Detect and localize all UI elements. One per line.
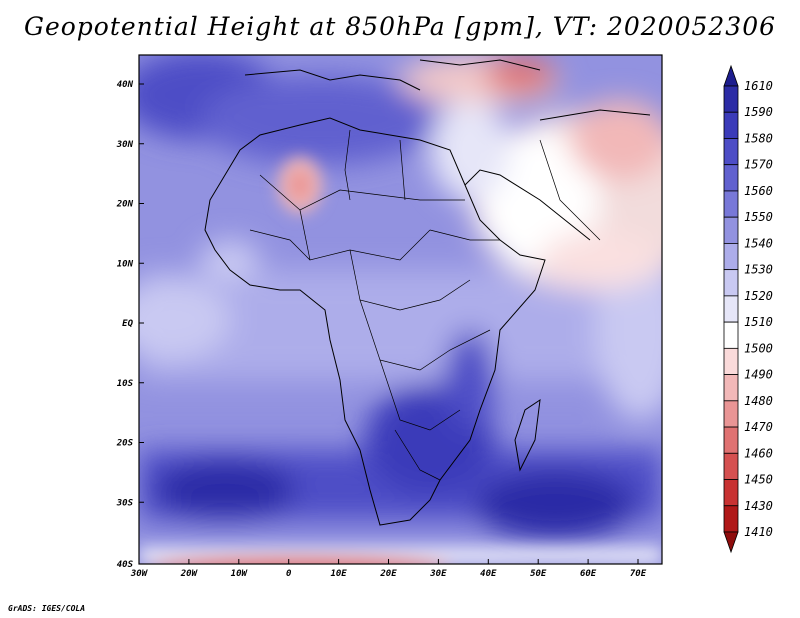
map-frame [138, 54, 663, 565]
colorbar-label: 1410 [744, 525, 773, 539]
colorbar-swatch [723, 269, 739, 297]
lat-label: 30N [116, 140, 134, 150]
lat-label: 40N [117, 80, 134, 90]
colorbar-label: 1460 [744, 446, 773, 460]
lon-label: 30W [130, 569, 149, 579]
colorbar-swatch [723, 164, 739, 192]
lat-label: 20S [116, 439, 134, 449]
lon-label: 50E [530, 569, 547, 579]
colorbar-label: 1540 [744, 236, 773, 250]
longitude-axis: 30W 20W 10W 0 10E 20E 30E 40E 50E 60E 70E [130, 559, 647, 579]
colorbar-label: 1580 [744, 131, 773, 145]
colorbar-swatch [723, 452, 739, 480]
colorbar-label: 1560 [744, 184, 773, 198]
lon-label: 20W [180, 569, 199, 579]
colorbar-swatch [723, 400, 739, 428]
colorbar-swatch [723, 190, 739, 218]
africa-coastline [204, 59, 651, 526]
lon-label: 0 [286, 569, 292, 579]
colorbar: 1610 1590 1580 1570 1560 1550 1540 1530 1520 1510… [723, 64, 773, 554]
colorbar-label: 1490 [744, 368, 773, 382]
map-title: Geopotential Height at 850hPa [gpm], VT:… [23, 12, 777, 41]
lon-label: 10W [231, 569, 249, 579]
colorbar-swatch [723, 321, 739, 349]
lat-label: 40S [117, 560, 134, 570]
colorbar-swatch [723, 347, 739, 375]
lat-label: 10S [117, 379, 134, 389]
colorbar-label: 1480 [744, 394, 773, 408]
colorbar-swatch [723, 243, 739, 271]
colorbar-label: 1450 [744, 473, 773, 487]
colorbar-label: 1500 [744, 341, 773, 355]
lon-label: 30E [429, 569, 447, 579]
lat-label: 20N [116, 200, 134, 210]
colorbar-swatch [723, 505, 739, 533]
lon-label: 60E [580, 569, 597, 579]
colorbar-label: 1430 [744, 499, 773, 513]
colorbar-label: 1520 [744, 289, 773, 303]
colorbar-swatch [723, 216, 739, 244]
colorbar-swatch [723, 64, 739, 87]
colorbar-swatch [723, 111, 739, 139]
colorbar-label: 1530 [744, 263, 773, 277]
colorbar-swatch [723, 374, 739, 402]
colorbar-label: 1570 [744, 158, 773, 172]
colorbar-label: 1510 [744, 315, 773, 329]
colorbar-swatch [723, 479, 739, 507]
colorbar-swatch [723, 295, 739, 323]
height-field [139, 55, 662, 564]
country-borders [249, 129, 601, 481]
lat-label: EQ [122, 319, 133, 329]
lon-label: 40E [480, 569, 497, 579]
colorbar-swatch [723, 426, 739, 454]
colorbar-label: 1470 [744, 420, 773, 434]
lon-label: 10E [330, 569, 347, 579]
colorbar-swatch [723, 531, 739, 554]
lon-label: 20E [379, 569, 397, 579]
colorbar-swatch [723, 85, 739, 113]
lon-label: 70E [630, 569, 647, 579]
lat-label: 30S [116, 498, 134, 508]
latitude-axis: 40N 30N 20N 10N EQ 10S 20S 30S 40S [116, 80, 144, 570]
colorbar-label: 1610 [744, 79, 773, 93]
colorbar-label: 1590 [744, 105, 773, 119]
colorbar-swatch [723, 138, 739, 166]
lat-label: 10N [117, 259, 134, 269]
credit-label: GrADS: IGES/COLA [8, 604, 86, 613]
colorbar-label: 1550 [744, 210, 773, 224]
